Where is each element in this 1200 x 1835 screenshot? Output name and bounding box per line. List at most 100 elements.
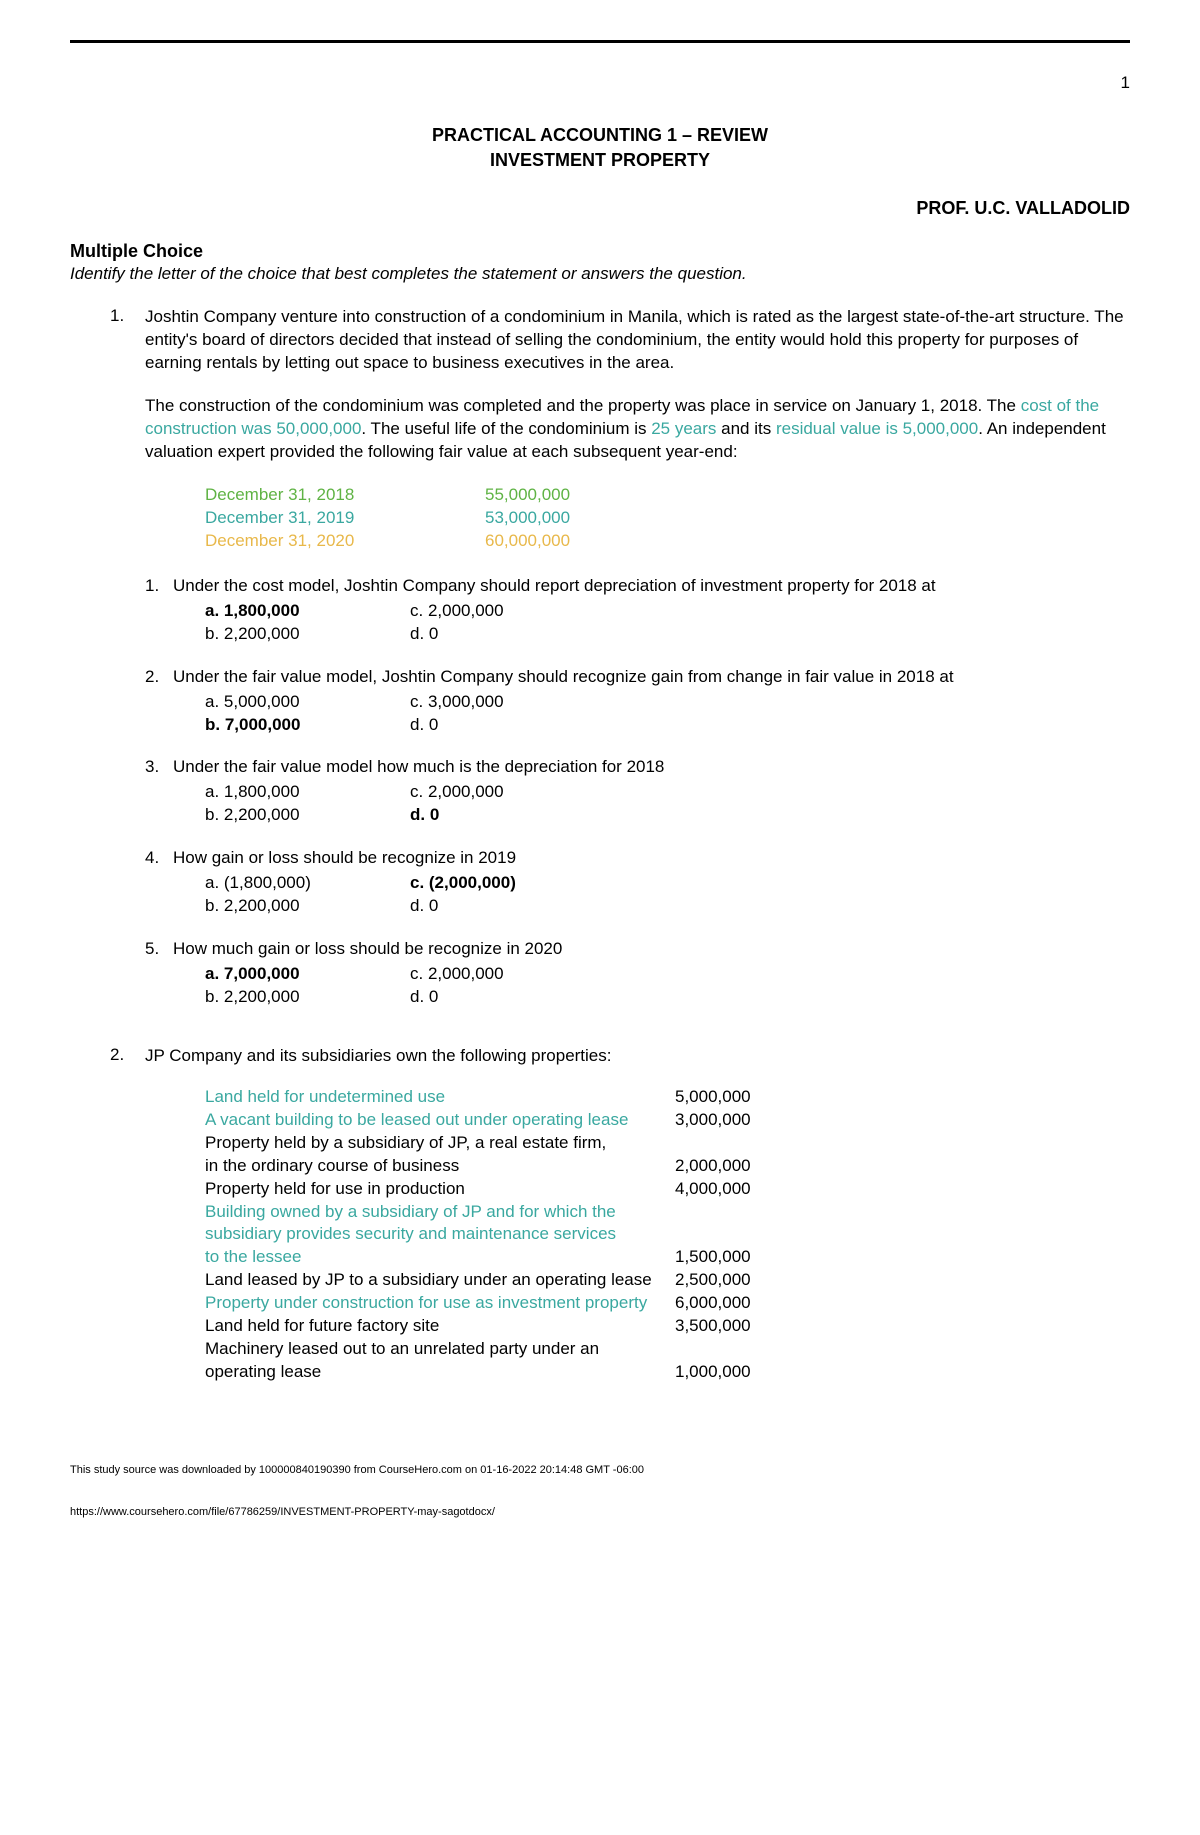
property-value: 6,000,000 (675, 1292, 795, 1315)
sub-question-content: How gain or loss should be recognize in … (173, 847, 1130, 918)
property-value: 2,000,000 (675, 1155, 795, 1178)
choice-left: a. 1,800,000 (205, 781, 410, 804)
fv-date: December 31, 2019 (205, 507, 485, 530)
choice-left: b. 2,200,000 (205, 986, 410, 1009)
property-row: subsidiary provides security and mainten… (205, 1223, 1130, 1246)
property-row: Property held for use in production4,000… (205, 1178, 1130, 1201)
property-row: Building owned by a subsidiary of JP and… (205, 1201, 1130, 1224)
choice-row: a. (1,800,000)c. (2,000,000) (205, 872, 1130, 895)
question-number: 2. (70, 1045, 145, 1384)
property-value (675, 1338, 795, 1361)
property-value (675, 1201, 795, 1224)
sub-question-text: Under the cost model, Joshtin Company sh… (173, 575, 1130, 598)
property-desc: operating lease (205, 1361, 675, 1384)
choice-row: a. 1,800,000c. 2,000,000 (205, 600, 1130, 623)
sub-question: 1.Under the cost model, Joshtin Company … (145, 575, 1130, 646)
sub-question: 4.How gain or loss should be recognize i… (145, 847, 1130, 918)
top-border (70, 40, 1130, 43)
choice-left: a. (1,800,000) (205, 872, 410, 895)
property-row: Land leased by JP to a subsidiary under … (205, 1269, 1130, 1292)
sub-question-number: 3. (145, 756, 173, 827)
fv-date: December 31, 2018 (205, 484, 485, 507)
property-desc: Property held for use in production (205, 1178, 675, 1201)
property-row: in the ordinary course of business2,000,… (205, 1155, 1130, 1178)
property-row: to the lessee1,500,000 (205, 1246, 1130, 1269)
property-desc: Property under construction for use as i… (205, 1292, 675, 1315)
choice-row: b. 2,200,000d. 0 (205, 895, 1130, 918)
choice-right: d. 0 (410, 986, 610, 1009)
property-table: Land held for undetermined use5,000,000A… (205, 1086, 1130, 1384)
property-desc: Land leased by JP to a subsidiary under … (205, 1269, 675, 1292)
choice-row: a. 5,000,000c. 3,000,000 (205, 691, 1130, 714)
choice-right: d. 0 (410, 623, 610, 646)
property-row: Property held by a subsidiary of JP, a r… (205, 1132, 1130, 1155)
property-row: operating lease1,000,000 (205, 1361, 1130, 1384)
property-row: A vacant building to be leased out under… (205, 1109, 1130, 1132)
text-mid2: and its (716, 419, 776, 438)
footer-url: https://www.coursehero.com/file/67786259… (70, 1506, 1130, 1518)
sub-question-content: Under the fair value model how much is t… (173, 756, 1130, 827)
question-number: 1. (70, 306, 145, 1023)
property-desc: in the ordinary course of business (205, 1155, 675, 1178)
property-value: 3,500,000 (675, 1315, 795, 1338)
choices: a. 1,800,000c. 2,000,000b. 2,200,000d. 0 (205, 781, 1130, 827)
sub-question-text: Under the fair value model, Joshtin Comp… (173, 666, 1130, 689)
property-desc: Property held by a subsidiary of JP, a r… (205, 1132, 675, 1155)
property-desc: subsidiary provides security and mainten… (205, 1223, 675, 1246)
choices: a. (1,800,000)c. (2,000,000)b. 2,200,000… (205, 872, 1130, 918)
choice-right: c. 3,000,000 (410, 691, 610, 714)
fv-value: 53,000,000 (485, 507, 605, 530)
highlight-life: 25 years (651, 419, 716, 438)
property-row: Land held for future factory site3,500,0… (205, 1315, 1130, 1338)
choice-right: c. 2,000,000 (410, 600, 610, 623)
title-line-1: PRACTICAL ACCOUNTING 1 – REVIEW (432, 125, 768, 145)
question-2: 2. JP Company and its subsidiaries own t… (70, 1045, 1130, 1384)
property-row: Property under construction for use as i… (205, 1292, 1130, 1315)
document-title: PRACTICAL ACCOUNTING 1 – REVIEW INVESTME… (70, 123, 1130, 173)
sub-question-text: How much gain or loss should be recogniz… (173, 938, 1130, 961)
sub-question-text: Under the fair value model how much is t… (173, 756, 1130, 779)
question-intro: JP Company and its subsidiaries own the … (145, 1045, 1130, 1068)
page-number: 1 (70, 73, 1130, 93)
choice-left: b. 2,200,000 (205, 623, 410, 646)
paragraph-2: The construction of the condominium was … (145, 395, 1130, 464)
property-desc: Land held for undetermined use (205, 1086, 675, 1109)
professor-name: PROF. U.C. VALLADOLID (70, 198, 1130, 219)
fv-date: December 31, 2020 (205, 530, 485, 553)
choice-left: a. 5,000,000 (205, 691, 410, 714)
property-desc: Land held for future factory site (205, 1315, 675, 1338)
property-value: 4,000,000 (675, 1178, 795, 1201)
choice-right: d. 0 (410, 804, 610, 827)
fv-value: 55,000,000 (485, 484, 605, 507)
choices: a. 1,800,000c. 2,000,000b. 2,200,000d. 0 (205, 600, 1130, 646)
sub-question-content: Under the fair value model, Joshtin Comp… (173, 666, 1130, 737)
property-value: 5,000,000 (675, 1086, 795, 1109)
property-value: 2,500,000 (675, 1269, 795, 1292)
fair-value-row: December 31, 202060,000,000 (205, 530, 1130, 553)
sub-question: 3.Under the fair value model how much is… (145, 756, 1130, 827)
property-desc: Building owned by a subsidiary of JP and… (205, 1201, 675, 1224)
choice-right: c. 2,000,000 (410, 963, 610, 986)
property-value: 3,000,000 (675, 1109, 795, 1132)
document-page: 1 PRACTICAL ACCOUNTING 1 – REVIEW INVEST… (0, 0, 1200, 1548)
choice-row: b. 2,200,000d. 0 (205, 623, 1130, 646)
sub-question-content: Under the cost model, Joshtin Company sh… (173, 575, 1130, 646)
highlight-residual: residual value is 5,000,000 (776, 419, 978, 438)
sub-question-number: 2. (145, 666, 173, 737)
property-value (675, 1223, 795, 1246)
sub-question-number: 5. (145, 938, 173, 1009)
choice-row: a. 1,800,000c. 2,000,000 (205, 781, 1130, 804)
sub-question-number: 4. (145, 847, 173, 918)
question-content: JP Company and its subsidiaries own the … (145, 1045, 1130, 1384)
property-value: 1,500,000 (675, 1246, 795, 1269)
sub-question: 5.How much gain or loss should be recogn… (145, 938, 1130, 1009)
property-row: Machinery leased out to an unrelated par… (205, 1338, 1130, 1361)
choice-left: b. 2,200,000 (205, 804, 410, 827)
choices: a. 5,000,000c. 3,000,000b. 7,000,000d. 0 (205, 691, 1130, 737)
property-desc: to the lessee (205, 1246, 675, 1269)
choice-left: b. 2,200,000 (205, 895, 410, 918)
sub-question: 2.Under the fair value model, Joshtin Co… (145, 666, 1130, 737)
sub-question-text: How gain or loss should be recognize in … (173, 847, 1130, 870)
property-value (675, 1132, 795, 1155)
sub-question-number: 1. (145, 575, 173, 646)
